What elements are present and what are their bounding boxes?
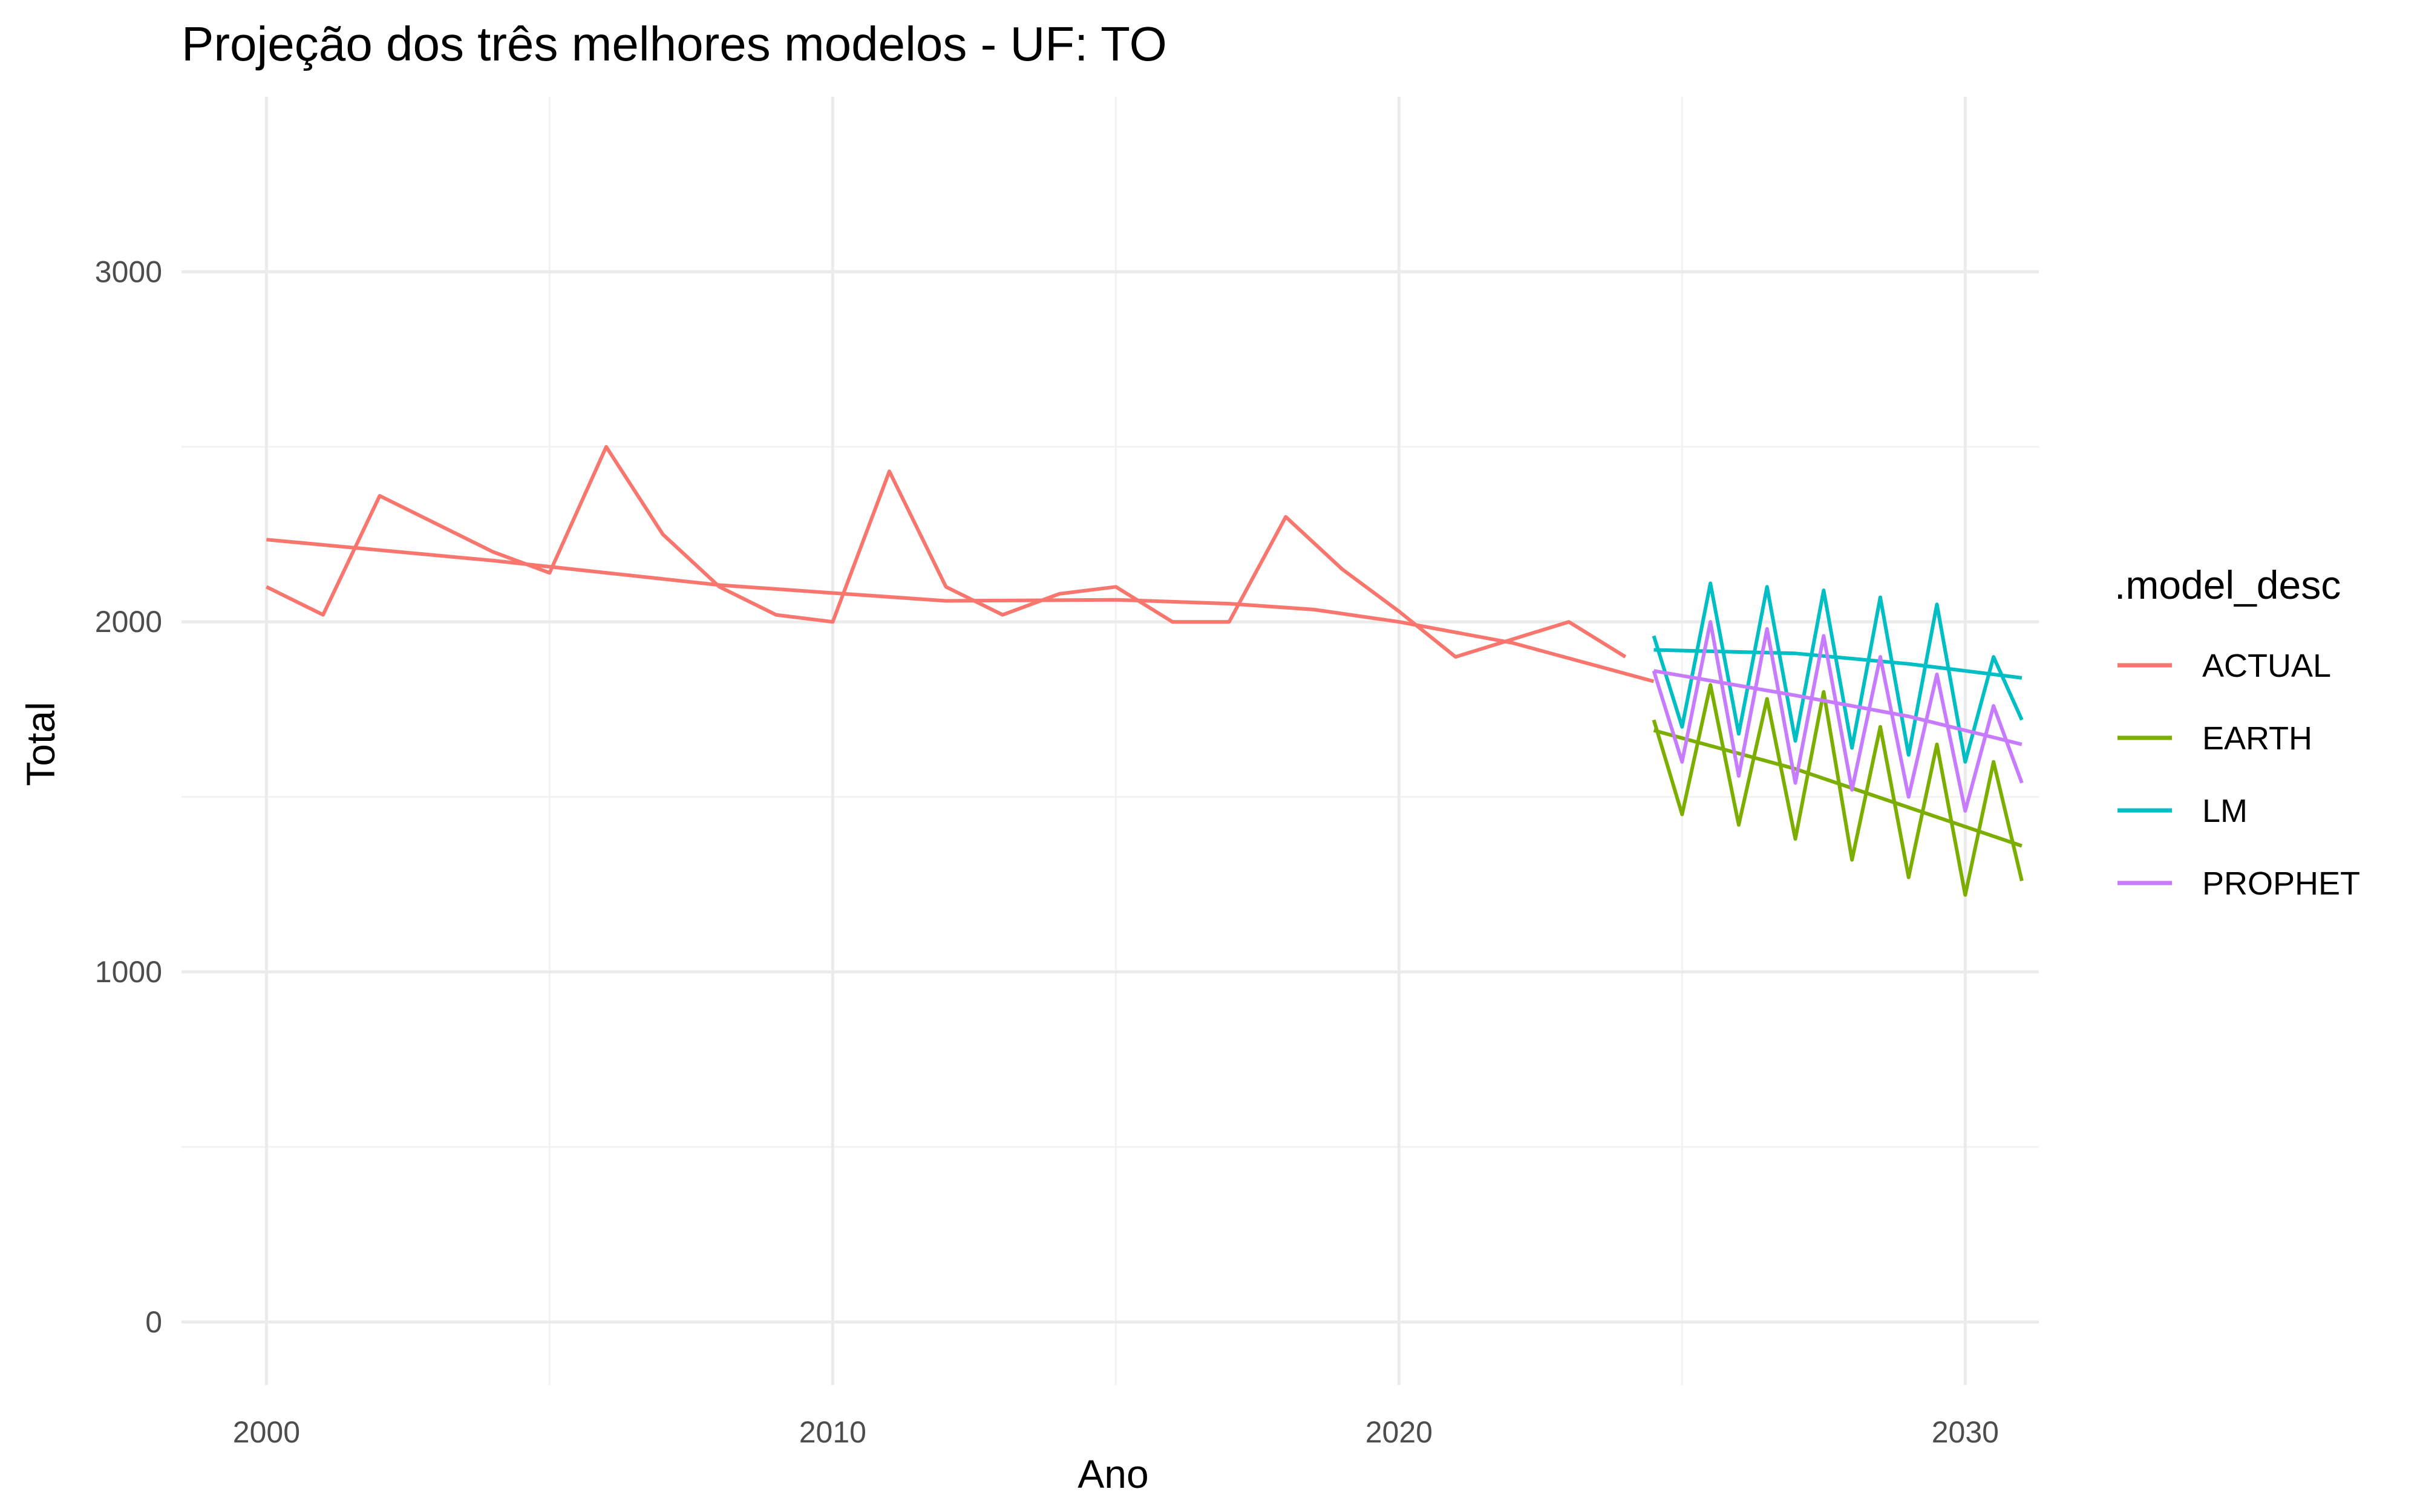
y-axis: 0 1000 2000 3000 [95,255,162,1338]
y-tick-label: 2000 [95,605,162,639]
y-tick-label: 1000 [95,955,162,989]
trend-line-actual [266,538,1655,683]
legend-title: .model_desc [2114,562,2341,607]
series-layer [266,445,2024,897]
legend-label-lm: LM [2202,793,2248,829]
legend-label-earth: EARTH [2202,720,2312,757]
y-axis-title: Total [18,702,63,786]
y-tick-label: 3000 [95,255,162,288]
legend-label-actual: ACTUAL [2202,648,2331,684]
x-axis-title: Ano [1078,1452,1148,1496]
legend-label-prophet: PROPHET [2202,865,2360,902]
x-tick-label: 2030 [1932,1415,1999,1449]
y-tick-label: 0 [145,1305,162,1339]
series-line-lm [1652,581,2024,764]
series-line-prophet [1652,620,2024,813]
trend-line-prophet [1653,669,2023,746]
grid [182,97,2039,1385]
trend-line-lm [1653,648,2023,680]
x-axis: 2000 2010 2020 2030 [233,1415,1999,1449]
x-tick-label: 2010 [799,1415,866,1449]
series-line-actual [266,445,1627,659]
x-tick-label: 2020 [1365,1415,1433,1449]
legend: .model_desc ACTUAL EARTH LM PROPHET [2114,562,2360,902]
x-tick-label: 2000 [233,1415,300,1449]
chart-title: Projeção dos três melhores modelos - UF:… [182,17,1167,71]
series-line-earth [1652,683,2024,897]
